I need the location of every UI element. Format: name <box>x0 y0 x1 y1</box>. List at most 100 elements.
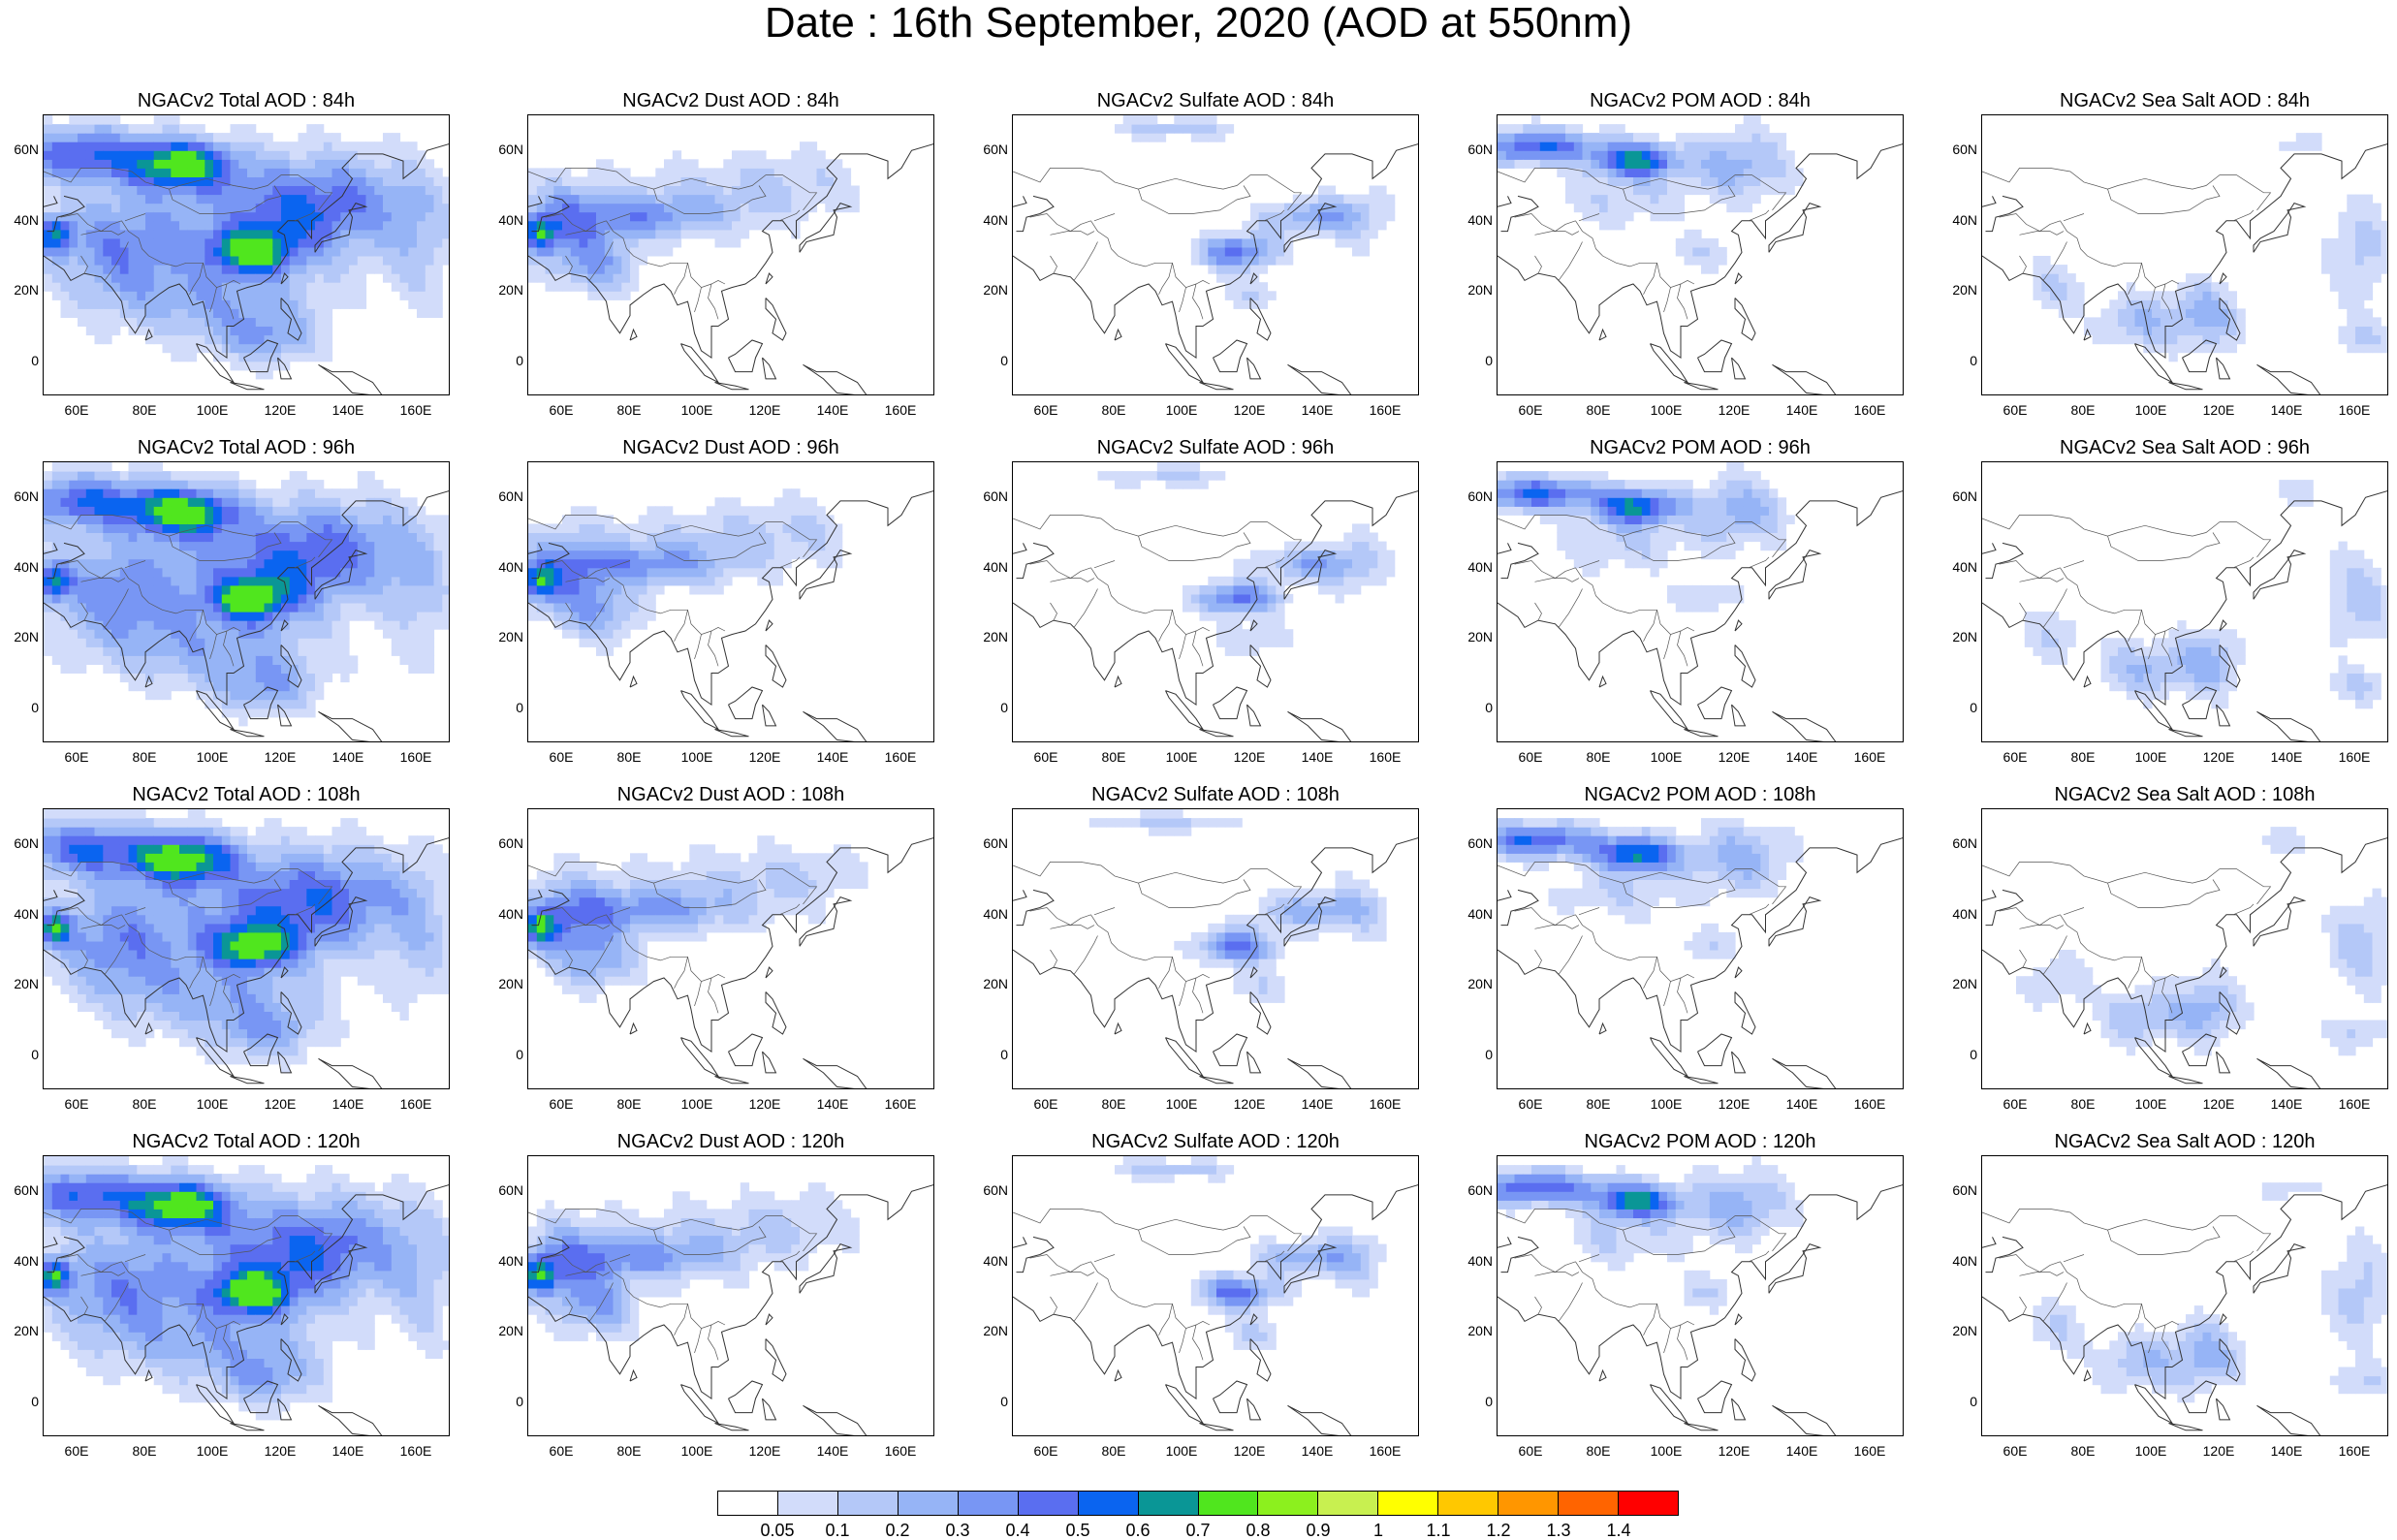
aod-cell <box>306 576 316 586</box>
aod-cell <box>51 576 62 586</box>
aod-cell <box>128 638 138 647</box>
aod-cell <box>281 291 291 300</box>
aod-cell <box>1242 593 1251 604</box>
aod-cell <box>1292 211 1303 222</box>
aod-cell <box>221 203 232 213</box>
aod-cell <box>137 308 146 318</box>
aod-cell <box>315 567 325 578</box>
aod-cell <box>69 993 79 1003</box>
aod-cell <box>1276 237 1285 248</box>
aod-cell <box>2355 603 2365 613</box>
aod-cell <box>306 168 316 177</box>
aod-cell <box>365 576 375 586</box>
aod-cell <box>408 550 418 560</box>
aod-cell <box>213 593 223 604</box>
aod-cell <box>1633 141 1643 151</box>
aod-cell <box>78 317 87 327</box>
aod-cell <box>255 150 266 160</box>
aod-cell <box>766 194 775 204</box>
coastline <box>799 202 853 253</box>
aod-cell <box>230 220 239 231</box>
aod-cell <box>1190 133 1201 142</box>
aod-cell <box>1250 299 1260 309</box>
aod-cell <box>94 159 104 169</box>
aod-cell <box>69 959 79 968</box>
aod-cell <box>2126 282 2136 292</box>
aod-cell <box>374 620 384 630</box>
aod-cell <box>281 532 291 543</box>
map-panel: NGACv2 POM AOD : 96h 60N 40N 20N 0 60E 80E 100E… <box>1454 436 1939 785</box>
aod-cell <box>604 603 615 613</box>
aod-cell <box>1573 558 1584 569</box>
aod-cell <box>399 515 409 524</box>
aod-cell <box>230 317 239 327</box>
aod-cell <box>187 141 198 151</box>
aod-cell <box>238 211 248 222</box>
aod-cell <box>255 497 266 507</box>
aod-cell <box>689 550 699 560</box>
aod-cell <box>1743 506 1752 516</box>
aod-cell <box>137 168 146 177</box>
aod-cell <box>238 168 248 177</box>
aod-cell <box>740 532 750 543</box>
aod-cell <box>365 211 375 222</box>
aod-cell <box>706 515 716 524</box>
aod-cell <box>604 185 615 196</box>
aod-cell <box>2152 681 2161 692</box>
aod-cell <box>264 203 273 213</box>
aod-cell <box>153 326 163 336</box>
aod-cell <box>103 220 112 231</box>
aod-cell <box>672 550 682 560</box>
aod-cell <box>2295 133 2306 142</box>
aod-cell <box>289 229 299 239</box>
aod-cell <box>714 558 724 569</box>
aod-cell <box>331 141 341 151</box>
aod-cell <box>2329 612 2340 621</box>
aod-cell <box>1284 629 1294 639</box>
map-frame <box>1981 114 2388 395</box>
aod-cell <box>2287 141 2297 151</box>
aod-cell <box>103 291 112 300</box>
aod-cell <box>408 168 418 177</box>
aod-cell <box>1224 229 1235 239</box>
aod-cell <box>664 576 674 586</box>
aod-cell <box>221 655 232 665</box>
aod-cell <box>1335 584 1344 595</box>
aod-cell <box>1658 541 1668 551</box>
aod-cell <box>417 185 426 196</box>
aod-cell <box>2227 629 2237 639</box>
aod-cell <box>298 265 307 274</box>
aod-cell <box>1709 532 1719 543</box>
aod-cell <box>2193 343 2204 354</box>
aod-cell <box>306 523 316 533</box>
aod-cell <box>238 265 248 274</box>
aod-cell <box>340 541 350 551</box>
map-panel: NGACv2 Total AOD : 108h 60N 40N 20N 0 60E 80E 1… <box>0 783 485 1132</box>
aod-cell <box>357 593 367 604</box>
aod-cell <box>51 603 62 613</box>
aod-cell <box>417 211 426 222</box>
coastline <box>1697 686 1733 720</box>
aod-cell <box>2134 655 2144 665</box>
coastline <box>1283 549 1338 600</box>
aod-cell <box>357 541 367 551</box>
aod-cell <box>103 471 112 481</box>
aod-cell <box>145 558 155 569</box>
aod-cell <box>383 141 393 151</box>
aod-cell <box>1650 176 1659 186</box>
aod-cell <box>1641 194 1652 204</box>
aod-cell <box>221 541 232 551</box>
aod-cell <box>103 558 112 569</box>
aod-cell <box>255 523 266 533</box>
aod-cell <box>1292 576 1303 586</box>
aod-cell <box>51 133 62 142</box>
aod-cell <box>1718 159 1727 169</box>
aod-cell <box>221 185 232 196</box>
aod-cell <box>528 541 538 551</box>
aod-cell <box>171 523 180 533</box>
aod-cell <box>315 326 325 336</box>
aod-cell <box>2126 681 2136 692</box>
aod-cell <box>2202 655 2212 665</box>
aod-cell <box>680 168 690 177</box>
aod-cell <box>1326 220 1337 231</box>
